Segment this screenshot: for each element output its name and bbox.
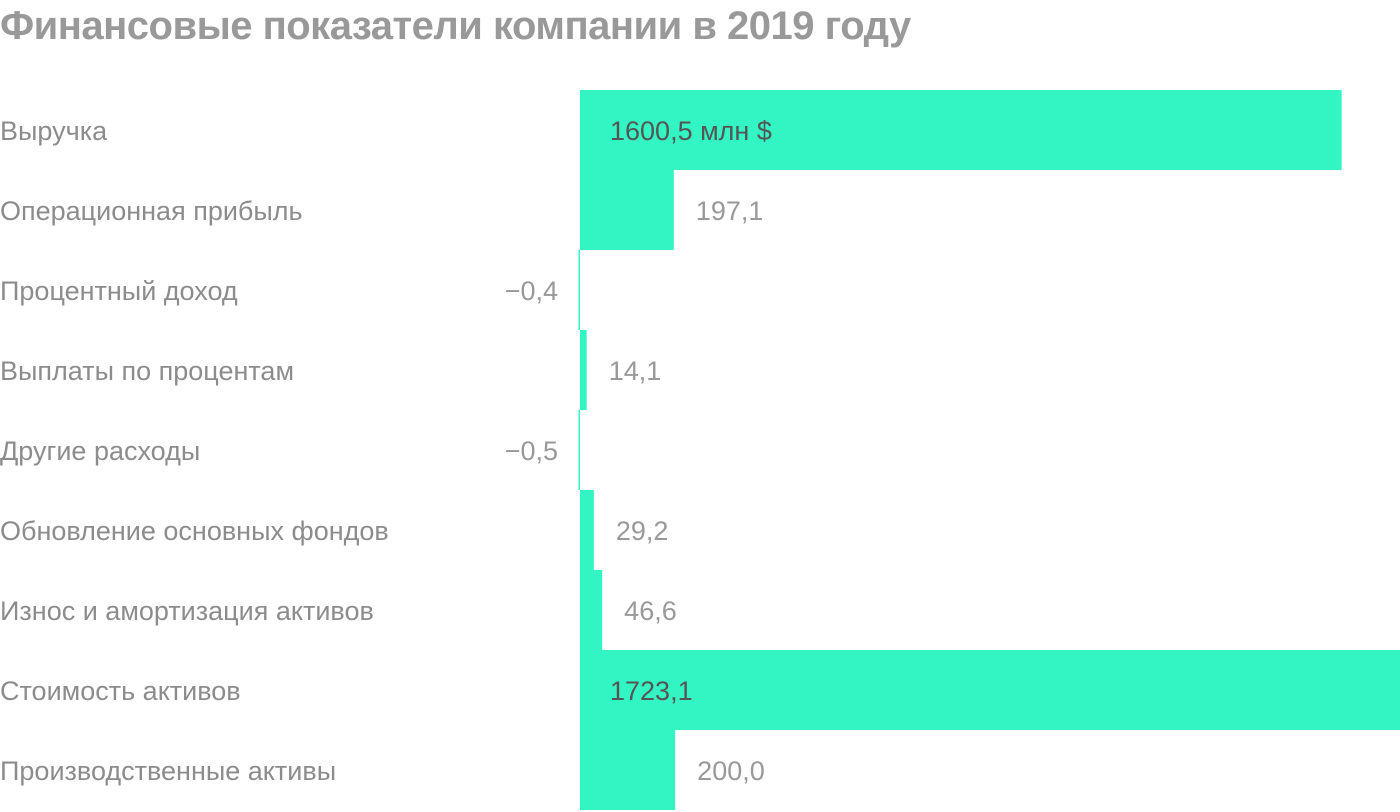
category-label: Выручка (0, 116, 108, 146)
bars-layer (578, 90, 1400, 810)
bar (580, 650, 1400, 730)
bar (580, 330, 587, 410)
category-label: Производственные активы (0, 756, 336, 786)
chart-title: Финансовые показатели компании в 2019 го… (0, 4, 911, 48)
value-label: 14,1 (609, 356, 662, 386)
category-label: Стоимость активов (0, 676, 241, 706)
category-label: Износ и амортизация активов (0, 596, 374, 626)
category-label: Обновление основных фондов (0, 516, 389, 546)
bar (580, 730, 676, 810)
value-label: 1723,1 (610, 676, 693, 706)
bar (578, 250, 580, 330)
category-label: Выплаты по процентам (0, 356, 294, 386)
value-label: 29,2 (616, 516, 669, 546)
value-label: 1600,5 млн $ (610, 116, 772, 146)
value-label: −0,4 (505, 276, 558, 306)
bar (578, 410, 580, 490)
bar (580, 490, 594, 570)
value-label: 197,1 (696, 196, 764, 226)
value-label: −0,5 (505, 436, 558, 466)
bar (580, 570, 603, 650)
labels-layer: Выручка 1600,5 млн $ Операционная прибыль 1… (0, 116, 772, 786)
category-label: Другие расходы (0, 436, 200, 466)
bar (580, 90, 1342, 170)
value-label: 46,6 (624, 596, 677, 626)
value-label: 200,0 (697, 756, 765, 786)
bar (580, 170, 674, 250)
category-label: Процентный доход (0, 276, 238, 306)
category-label: Операционная прибыль (0, 196, 303, 226)
